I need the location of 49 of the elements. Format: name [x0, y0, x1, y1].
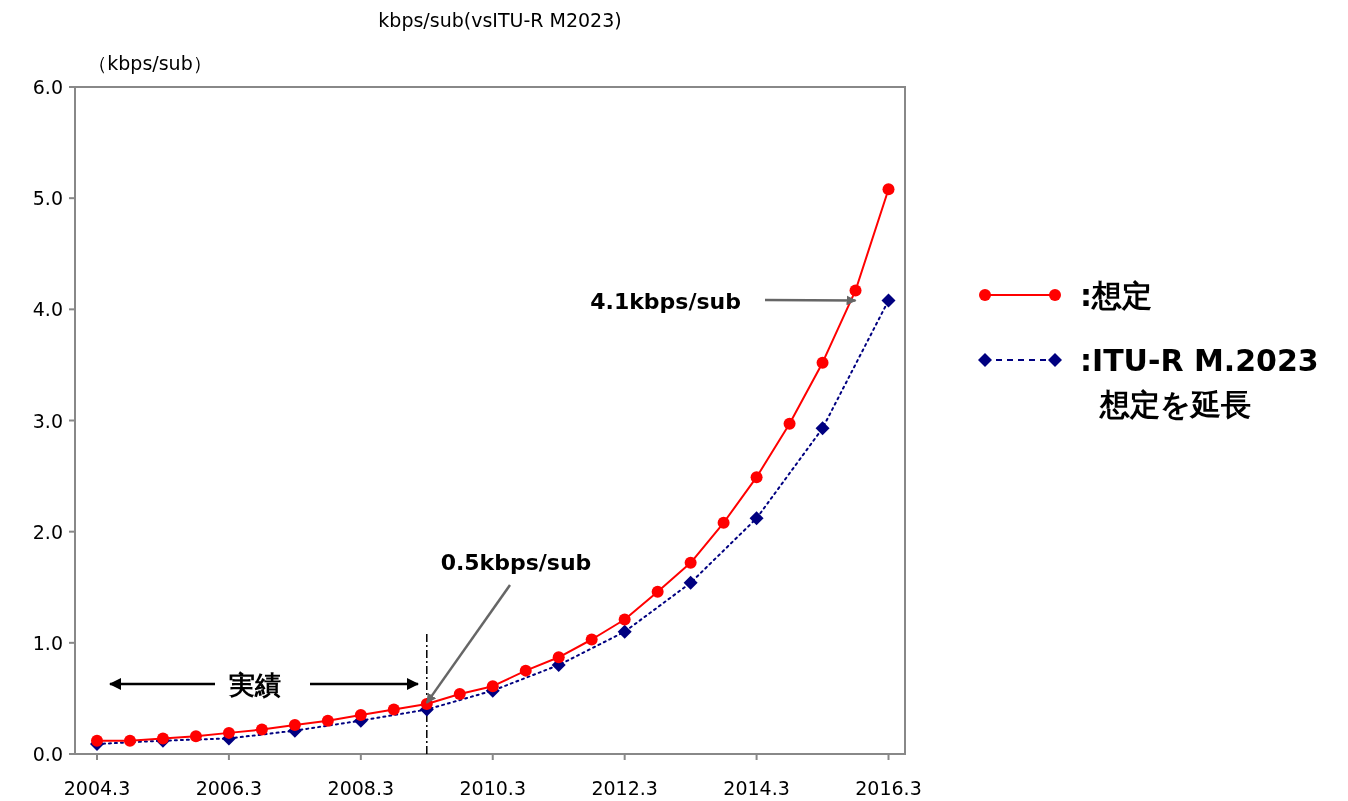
point	[585, 633, 598, 646]
point	[881, 293, 896, 308]
chart-title: kbps/sub(vsITU-R M2023)	[378, 9, 622, 31]
x-tick-label: 2016.3	[855, 777, 922, 799]
annotation: 0.5kbps/sub	[440, 550, 592, 575]
x-tick-label: 2014.3	[723, 777, 790, 799]
y-tick-label: 6.0	[32, 76, 63, 98]
annotation: 4.1kbps/sub	[590, 289, 741, 314]
y-tick-label: 2.0	[32, 520, 63, 543]
annotation: 実績	[228, 670, 281, 700]
y-tick-label: 0.0	[32, 743, 63, 765]
point	[453, 687, 466, 700]
point	[750, 471, 763, 484]
point	[354, 709, 367, 722]
point	[288, 719, 301, 732]
point	[684, 556, 697, 569]
point	[882, 183, 895, 196]
y-tick-label: 4.0	[32, 298, 63, 321]
point	[749, 511, 764, 526]
y-tick-label: 5.0	[32, 187, 63, 210]
point	[189, 730, 202, 743]
point	[815, 421, 830, 436]
point	[90, 734, 103, 747]
point	[387, 703, 400, 716]
legend-label: :ITU-R M.2023 想定を延長	[1080, 343, 1319, 422]
point	[123, 734, 136, 747]
x-tick-label: 2012.3	[591, 777, 658, 799]
point	[617, 624, 632, 639]
point	[255, 723, 268, 736]
point	[717, 516, 730, 529]
point	[683, 575, 698, 590]
point	[552, 651, 565, 664]
legend-label: :想定	[1080, 278, 1152, 313]
x-tick-label: 2004.3	[63, 777, 131, 799]
point	[651, 585, 664, 598]
point	[486, 680, 499, 693]
point	[783, 417, 796, 430]
point	[849, 284, 862, 297]
point	[222, 726, 235, 739]
x-tick-label: 2006.3	[195, 777, 263, 799]
y-tick-label: 3.0	[32, 409, 63, 432]
point	[618, 613, 631, 626]
y-tick-label: 1.0	[32, 631, 63, 654]
point	[321, 714, 334, 727]
x-tick-label: 2010.3	[459, 777, 526, 799]
point	[519, 664, 532, 677]
point	[816, 356, 829, 369]
y-axis-title: （kbps/sub）	[88, 52, 212, 74]
x-tick-label: 2008.3	[327, 777, 395, 799]
